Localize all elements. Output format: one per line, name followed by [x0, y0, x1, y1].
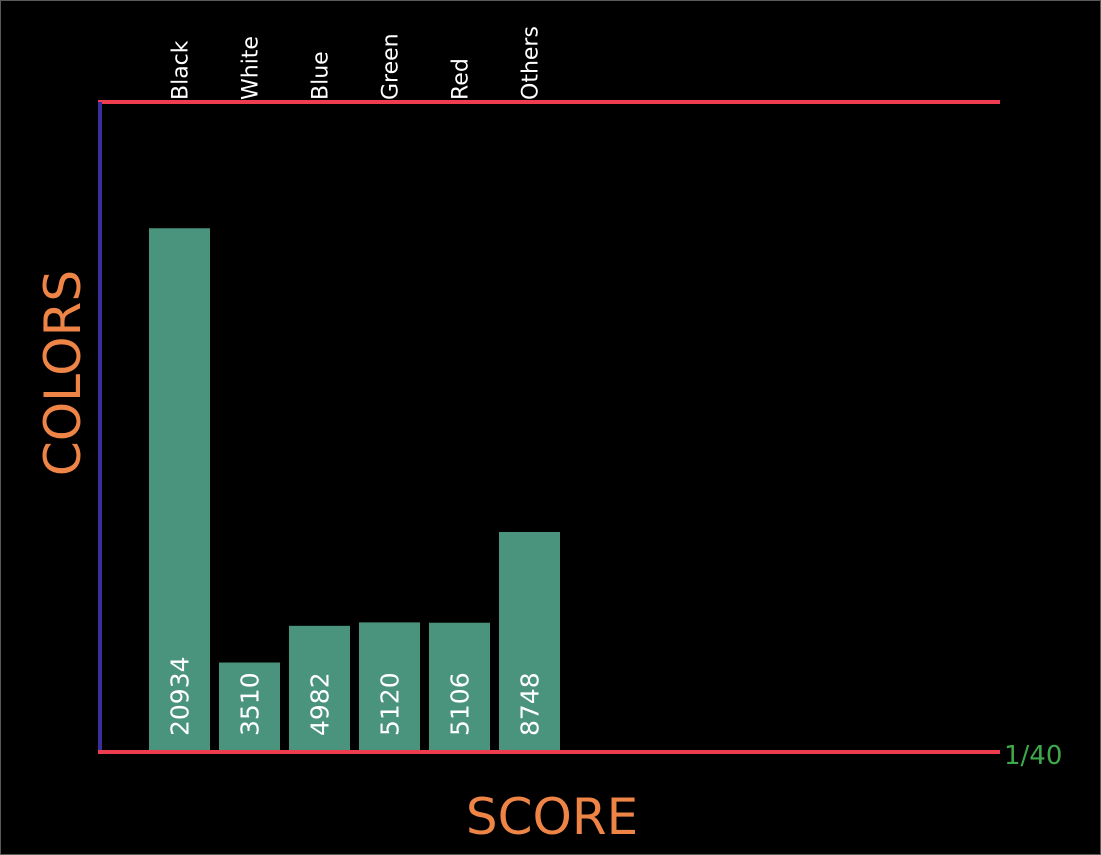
- bar-white: [219, 662, 280, 750]
- bar-black: [149, 228, 210, 750]
- category-label-green: Green: [379, 33, 404, 100]
- bar-blue: [289, 625, 350, 750]
- value-label-red: 5106: [446, 672, 475, 736]
- category-label-red: Red: [449, 58, 474, 100]
- value-label-white: 3510: [236, 672, 265, 736]
- value-label-blue: 4982: [306, 672, 335, 736]
- page-indicator: 1/40: [1004, 741, 1062, 771]
- bar-red: [429, 622, 490, 750]
- x-axis-title: SCORE: [466, 788, 638, 846]
- category-label-white: White: [239, 36, 264, 100]
- category-label-black: Black: [169, 40, 194, 100]
- value-label-others: 8748: [516, 672, 545, 736]
- category-label-blue: Blue: [309, 51, 334, 100]
- bar-green: [359, 622, 420, 750]
- value-label-black: 20934: [166, 656, 195, 736]
- value-label-green: 5120: [376, 672, 405, 736]
- bar-others: [499, 531, 560, 750]
- bars-group: 20934 Black 3510 White 4982 Blue 5120 Green 5106…: [149, 26, 560, 750]
- y-axis-title: COLORS: [34, 270, 92, 476]
- category-label-others: Others: [519, 26, 544, 100]
